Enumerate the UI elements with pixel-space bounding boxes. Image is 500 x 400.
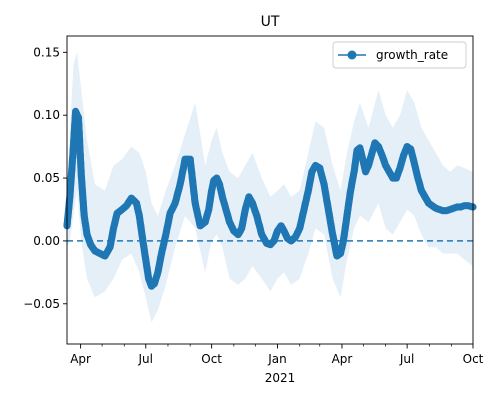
legend-entry-growth-rate: growth_rate	[376, 48, 448, 62]
x-tick-label: Apr	[70, 352, 91, 366]
legend-box	[332, 41, 467, 69]
y-tick-label: 0.10	[33, 108, 60, 122]
x-tick-label: Jan	[267, 352, 287, 366]
x-tick-label: Apr	[332, 352, 353, 366]
x-tick-label: Oct	[463, 352, 484, 366]
y-tick-label: 0.05	[33, 171, 60, 185]
legend: growth_rate	[332, 41, 467, 69]
x-year-label: 2021	[265, 371, 296, 385]
x-axis: Apr Jul Oct Jan Apr Jul Oct	[70, 344, 484, 366]
x-tick-label: Oct	[201, 352, 222, 366]
y-axis: −0.05 0.00 0.05 0.10 0.15	[23, 45, 67, 311]
plot-frame	[66, 35, 474, 345]
series-layer	[63, 107, 477, 290]
chart-title: UT	[261, 14, 280, 30]
y-tick-label: −0.05	[23, 297, 60, 311]
x-tick-label: Jul	[399, 352, 414, 366]
confidence-band	[67, 52, 473, 323]
legend-marker	[347, 50, 357, 60]
y-tick-label: 0.00	[33, 234, 60, 248]
confidence-band-layer	[67, 52, 473, 323]
x-tick-label: Jul	[138, 352, 153, 366]
y-tick-label: 0.15	[33, 45, 60, 59]
